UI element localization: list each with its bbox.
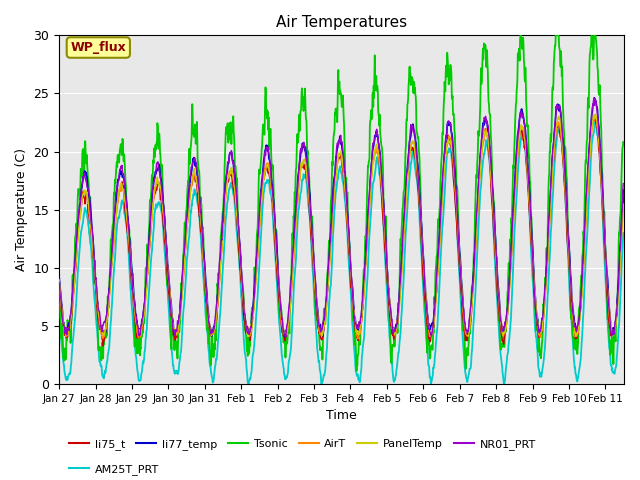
Legend: AM25T_PRT: AM25T_PRT — [65, 459, 163, 479]
Title: Air Temperatures: Air Temperatures — [276, 15, 407, 30]
Y-axis label: Air Temperature (C): Air Temperature (C) — [15, 148, 28, 271]
X-axis label: Time: Time — [326, 409, 356, 422]
Text: WP_flux: WP_flux — [70, 41, 126, 54]
